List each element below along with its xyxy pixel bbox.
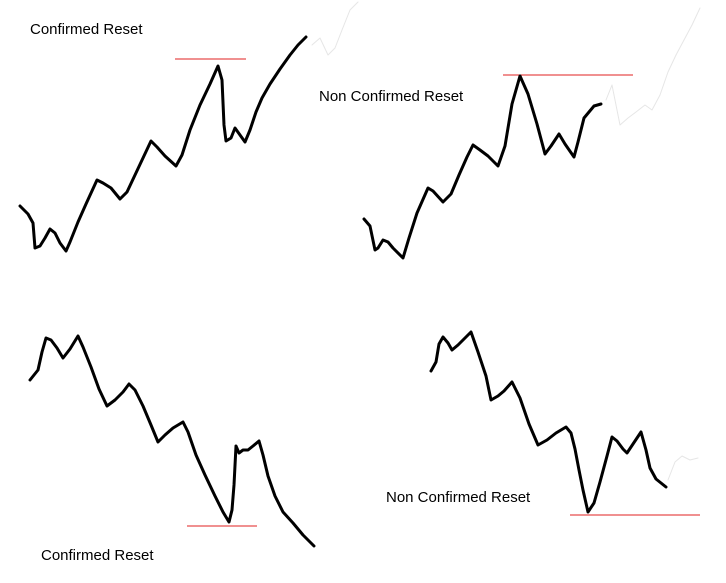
price-line-bottom-left xyxy=(28,334,316,548)
label-bottom-right-non-confirmed-reset: Non Confirmed Reset xyxy=(386,489,531,506)
price-line-top-left xyxy=(18,35,308,253)
label-top-right-non-confirmed-reset: Non Confirmed Reset xyxy=(319,88,464,105)
ghost-trace-top-right xyxy=(605,7,701,126)
price-line-bottom-right xyxy=(429,330,668,514)
label-top-left-confirmed-reset: Confirmed Reset xyxy=(30,21,143,38)
ghost-trace-top-middle xyxy=(311,1,359,56)
ghost-trace-bottom-right xyxy=(667,455,699,481)
label-bottom-left-confirmed-reset: Confirmed Reset xyxy=(41,547,154,564)
price-line-top-right xyxy=(362,74,603,260)
